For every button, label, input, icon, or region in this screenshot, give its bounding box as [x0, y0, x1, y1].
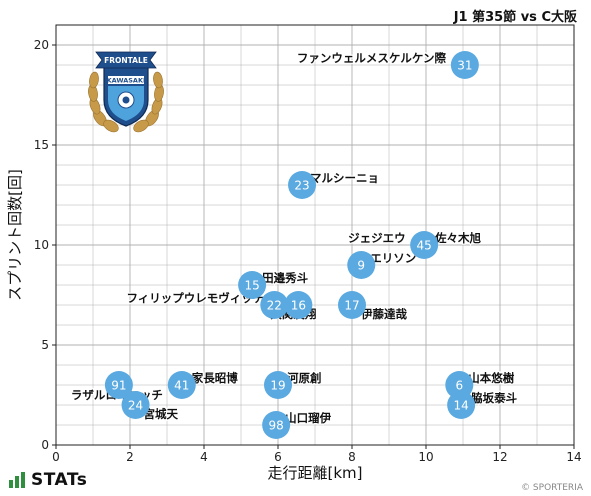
point-name-label: 脇坂泰斗 [471, 391, 517, 405]
point-name-label: マルシーニョ [310, 171, 379, 185]
point-marker [260, 291, 289, 319]
grid-lines [55, 24, 575, 446]
brand-text: STATs [31, 470, 88, 490]
point-number: 15 [244, 279, 259, 293]
x-tick-label: 12 [492, 450, 507, 464]
point-name-label: 佐々木旭 [434, 231, 481, 245]
point-marker [167, 371, 196, 399]
point-number: 9 [357, 259, 365, 273]
point-name-label: ファンウェルメスケルケン際 [297, 51, 447, 65]
x-tick-label: 10 [418, 450, 433, 464]
point-marker [104, 371, 133, 399]
point-number: 6 [455, 379, 463, 393]
point-number: 16 [291, 299, 306, 313]
point-marker [238, 271, 267, 299]
point-number: 41 [174, 379, 189, 393]
x-tick-label: 2 [126, 450, 134, 464]
stats-brand: STATs [8, 470, 87, 490]
x-tick-label: 14 [566, 450, 581, 464]
copyright-text: © SPORTERIA [521, 483, 583, 493]
point-name-label: 伊藤達哉 [360, 307, 407, 321]
point-marker [338, 291, 366, 319]
y-tick-label: 10 [34, 238, 49, 252]
point-marker [447, 391, 476, 419]
point-name-label: 田邉秀斗 [262, 271, 308, 285]
x-tick-label: 8 [348, 450, 356, 464]
point-marker [284, 291, 313, 319]
plot-frame [55, 24, 575, 446]
logo-banner-text: FRONTALE [104, 56, 148, 65]
point-marker [347, 251, 376, 279]
point-marker [450, 51, 479, 79]
point-marker [288, 171, 317, 199]
point-name-label: 山本悠樹 [468, 371, 514, 385]
x-tick-label: 6 [274, 450, 282, 464]
kawasaki-frontale-emblem: KAWASAKI FRONTALE [88, 51, 164, 133]
x-tick-label: 0 [52, 450, 60, 464]
logo-club-text: KAWASAKI [107, 77, 146, 85]
y-tick-label: 5 [41, 338, 49, 352]
point-number: 98 [269, 419, 284, 433]
point-name-label: 山口瑠伊 [285, 411, 331, 425]
point-marker [410, 231, 439, 259]
point-name-label: 河原創 [287, 371, 322, 385]
point-name-label: 家長昭博 [192, 371, 238, 385]
chart-title: J1 第35節 vs C大阪 [453, 10, 577, 25]
y-tick-label: 20 [34, 38, 49, 52]
point-number: 17 [344, 299, 359, 313]
point-marker [262, 411, 291, 439]
point-number: 45 [417, 239, 432, 253]
x-tick-label: 4 [200, 450, 208, 464]
point-markers: 31 23 45 9 15 22 16 17 91 41 19 6 24 14 98 [104, 51, 479, 439]
point-number: 31 [457, 59, 472, 73]
y-tick-label: 15 [34, 138, 49, 152]
point-number: 23 [294, 179, 309, 193]
point-name-label: ジェジエウ [348, 231, 406, 245]
point-marker [264, 371, 292, 399]
point-number: 14 [454, 399, 469, 413]
point-name-label: フィリップウレモヴィッチ [127, 291, 265, 305]
point-marker [121, 391, 150, 419]
x-axis-label: 走行距離[km] [267, 464, 362, 482]
y-tick-label: 0 [41, 438, 49, 452]
stats-logo-icon [9, 472, 25, 488]
point-number: 91 [111, 379, 126, 393]
point-number: 24 [128, 399, 143, 413]
point-number: 19 [270, 379, 285, 393]
y-axis-label: スプリント回数[回] [6, 169, 24, 301]
point-name-label: エリソン [370, 251, 416, 265]
point-number: 22 [267, 299, 282, 313]
point-name-label: 宮城天 [144, 407, 179, 421]
